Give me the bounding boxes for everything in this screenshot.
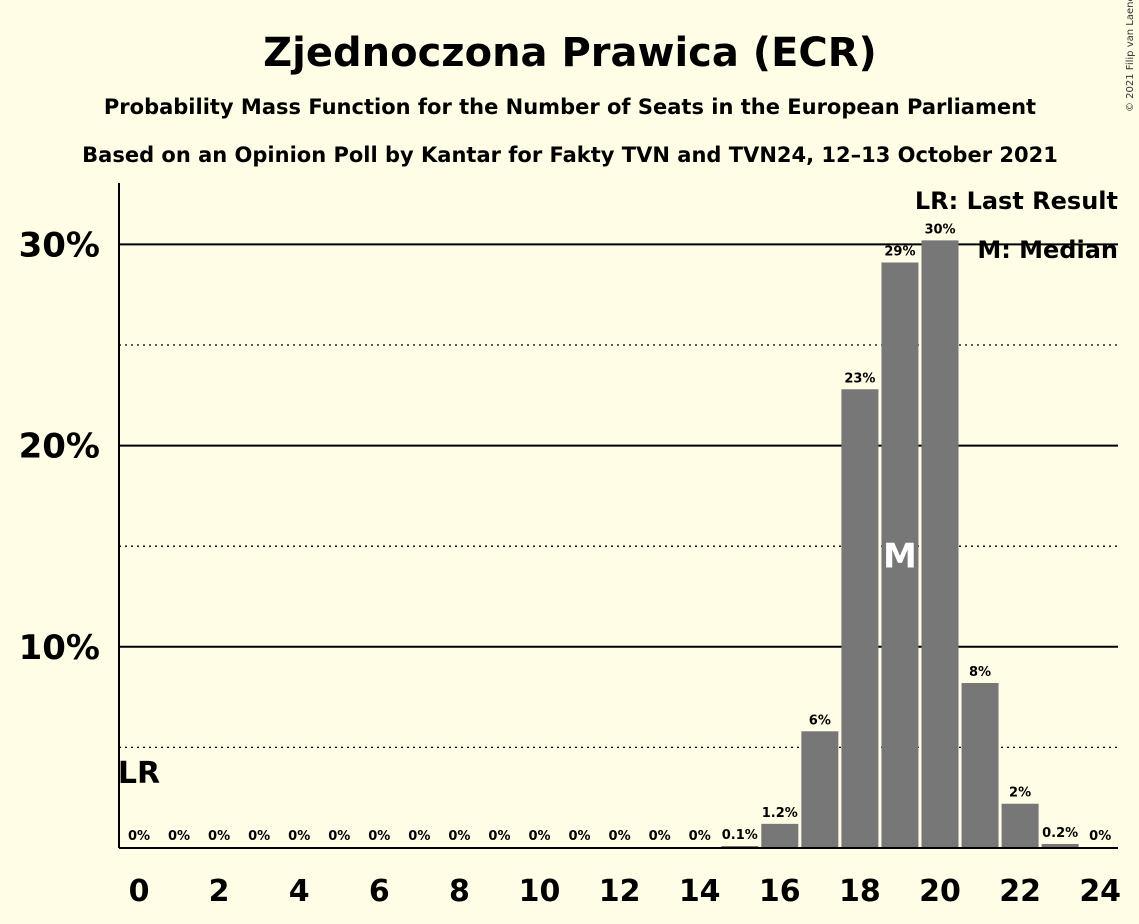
bar-value-label: 0% (368, 829, 390, 844)
bar-value-label: 0% (168, 829, 190, 844)
x-tick-label: 12 (599, 874, 641, 909)
bar-value-label: 0.1% (722, 828, 758, 843)
y-tick-label: 30% (19, 225, 100, 265)
bars: 0% 0% 0% 0% 0% 0% 0% 0% 0% 0% 0% 0% 0% 0% 0% 0.1% 1.2% 6%… (118, 222, 1111, 849)
last-result-marker: LR (118, 756, 160, 791)
bar-value-label: 0% (408, 829, 430, 844)
bar (721, 845, 759, 848)
bar-value-label: 0% (208, 829, 230, 844)
y-tick-label: 10% (19, 628, 100, 668)
x-tick-label: 14 (679, 874, 721, 909)
bar (801, 731, 839, 848)
bar-value-label: 23% (844, 371, 875, 386)
bar-value-label: 0.2% (1042, 826, 1078, 841)
median-marker: M (883, 536, 917, 576)
bar-value-label: 0% (248, 829, 270, 844)
x-tick-label: 4 (289, 874, 310, 909)
bar-value-label: 0% (1089, 829, 1111, 844)
bar-value-label: 2% (1009, 786, 1031, 801)
x-tick-label: 16 (759, 874, 801, 909)
copyright-note: © 2021 Filip van Laenen (1125, 0, 1136, 112)
bar (761, 823, 799, 848)
bar-value-label: 8% (969, 665, 991, 680)
bar-value-label: 1.2% (762, 806, 798, 821)
x-tick-label: 10 (519, 874, 561, 909)
legend-last-result: LR: Last Result (915, 187, 1118, 215)
bar (1001, 803, 1039, 848)
bar-value-label: 0% (528, 829, 550, 844)
bar-value-label: 6% (809, 713, 831, 728)
chart-title: Zjednoczona Prawica (ECR) (263, 30, 877, 76)
x-tick-label: 6 (369, 874, 390, 909)
x-tick-label: 2 (209, 874, 230, 909)
bar-value-label: 29% (884, 245, 915, 260)
bar-value-label: 0% (288, 829, 310, 844)
bar-value-label: 0% (328, 829, 350, 844)
x-tick-label: 24 (1079, 874, 1121, 909)
bar-value-label: 0% (649, 829, 671, 844)
chart-subtitle: Probability Mass Function for the Number… (104, 95, 1036, 119)
axes: 10%20%30%0 2 4 6 8 10 12 14 16 18 20 22 24 (19, 183, 1121, 909)
bar-value-label: 0% (488, 829, 510, 844)
bar-value-label: 0% (689, 829, 711, 844)
x-tick-label: 0 (129, 874, 150, 909)
legend-median: M: Median (977, 236, 1118, 264)
bar-value-label: 30% (924, 222, 955, 237)
y-tick-label: 20% (19, 427, 100, 467)
bar-value-label: 0% (448, 829, 470, 844)
x-tick-label: 8 (449, 874, 470, 909)
bar (881, 262, 919, 848)
bar-value-label: 0% (609, 829, 631, 844)
bar-value-label: 0% (128, 829, 150, 844)
bar (961, 683, 999, 848)
bar (1041, 843, 1079, 848)
x-tick-label: 22 (999, 874, 1041, 909)
x-tick-label: 18 (839, 874, 881, 909)
bar (841, 389, 879, 848)
bar (921, 240, 959, 849)
x-tick-label: 20 (919, 874, 961, 909)
bar-value-label: 0% (569, 829, 591, 844)
chart-subtitle-2: Based on an Opinion Poll by Kantar for F… (82, 143, 1058, 167)
